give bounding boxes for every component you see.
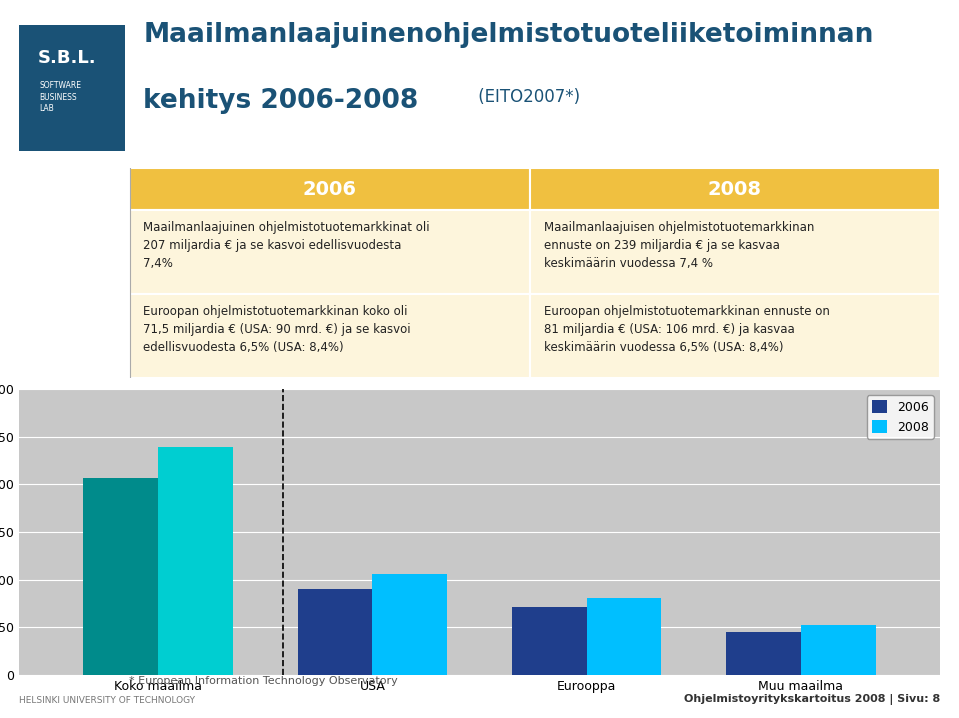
Bar — [372, 574, 448, 675]
FancyBboxPatch shape — [129, 210, 530, 294]
Bar — [726, 632, 801, 675]
FancyBboxPatch shape — [530, 294, 940, 378]
FancyBboxPatch shape — [19, 25, 125, 151]
Text: Maailmanlaajuisen ohjelmistotuotemarkkinan
ennuste on 239 miljardia € ja se kasv: Maailmanlaajuisen ohjelmistotuotemarkkin… — [544, 221, 814, 270]
Text: 2006: 2006 — [303, 180, 357, 199]
Text: S.B.L.: S.B.L. — [37, 49, 96, 67]
Text: Maailmanlaajuinen ohjelmistotuotemarkkinat oli
207 miljardia € ja se kasvoi edel: Maailmanlaajuinen ohjelmistotuotemarkkin… — [144, 221, 430, 270]
Legend: 2006, 2008: 2006, 2008 — [867, 395, 933, 439]
Bar — [83, 477, 158, 675]
Text: Euroopan ohjelmistotuotemarkkinan ennuste on
81 miljardia € (USA: 106 mrd. €) ja: Euroopan ohjelmistotuotemarkkinan ennust… — [544, 305, 830, 354]
FancyBboxPatch shape — [530, 169, 940, 210]
FancyBboxPatch shape — [530, 210, 940, 294]
Bar — [297, 589, 372, 675]
Text: * European Information Technology Observatory: * European Information Technology Observ… — [129, 676, 398, 686]
FancyBboxPatch shape — [129, 294, 530, 378]
FancyBboxPatch shape — [129, 169, 530, 210]
Text: Euroopan ohjelmistotuotemarkkinan koko oli
71,5 miljardia € (USA: 90 mrd. €) ja : Euroopan ohjelmistotuotemarkkinan koko o… — [144, 305, 411, 354]
Text: kehitys 2006-2008: kehitys 2006-2008 — [144, 88, 419, 114]
Text: Maailmanlaajuinenohjelmistotuoteliiketoiminnan: Maailmanlaajuinenohjelmistotuoteliiketoi… — [144, 22, 874, 48]
Bar — [511, 607, 587, 675]
Bar — [587, 597, 662, 675]
Text: SOFTWARE
BUSINESS
LAB: SOFTWARE BUSINESS LAB — [39, 81, 82, 113]
Text: HELSINKI UNIVERSITY OF TECHNOLOGY: HELSINKI UNIVERSITY OF TECHNOLOGY — [19, 696, 196, 705]
Bar — [158, 447, 233, 675]
Text: Ohjelmistoyritykskartoitus 2008 | Sivu: 8: Ohjelmistoyritykskartoitus 2008 | Sivu: … — [684, 694, 940, 705]
Text: (EITO2007*): (EITO2007*) — [473, 88, 580, 106]
Bar — [801, 625, 876, 675]
Text: 2008: 2008 — [708, 180, 762, 199]
